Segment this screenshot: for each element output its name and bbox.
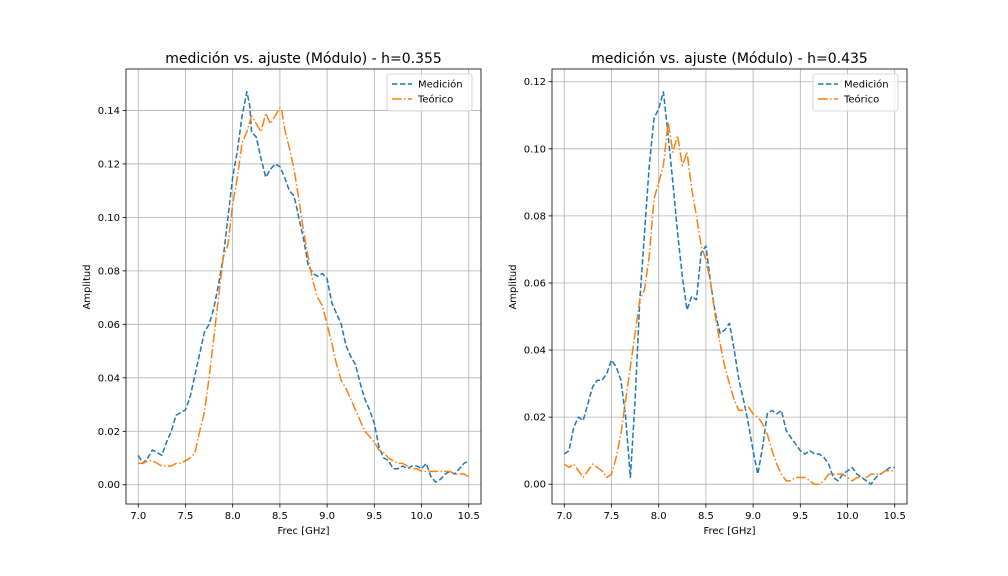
right-chart-x-tick-label: 9.5	[792, 511, 808, 522]
left-chart-x-tick-label: 9.5	[366, 511, 382, 522]
left-chart-series-medicion-line	[137, 90, 470, 483]
right-chart-legend-label-teorico: Teórico	[843, 94, 879, 106]
left-chart-y-tick-label: 0.06	[98, 320, 120, 331]
left-chart-x-axis-label: Frec [GHz]	[277, 526, 329, 537]
left-chart-x-tick-label: 9.0	[319, 511, 335, 522]
right-chart-y-tick-label: 0.02	[524, 413, 546, 424]
left-chart-x-tick-label: 10.0	[410, 511, 432, 522]
right-chart-title: medición vs. ajuste (Módulo) - h=0.435	[591, 51, 868, 67]
right-chart-y-tick-label: 0.08	[524, 211, 546, 222]
right-chart-x-tick-label: 7.5	[604, 511, 620, 522]
left-chart-y-tick-label: 0.14	[98, 106, 120, 117]
left-chart-x-tick-label: 7.5	[178, 511, 194, 522]
left-chart-y-tick-label: 0.04	[98, 373, 120, 384]
left-chart-axes-frame	[125, 68, 482, 505]
left-chart-ticks: 7.0 7.5 8.0 8.5 9.0 9.5 10.0 10.5 0.00 0.02 0.04 0.…	[98, 106, 480, 522]
left-chart-x-tick-label: 8.5	[272, 511, 288, 522]
right-chart-x-tick-label: 10.5	[884, 511, 906, 522]
left-chart-legend: Medición Teórico	[386, 73, 473, 112]
right-chart-y-tick-label: 0.12	[524, 77, 546, 88]
right-chart-legend: Medición Teórico	[812, 73, 899, 112]
right-chart-grid	[552, 69, 907, 504]
left-chart-y-tick-label: 0.08	[98, 266, 120, 277]
right-chart-panel: medición vs. ajuste (Módulo) - h=0.435 7…	[508, 51, 908, 537]
left-chart-y-tick-label: 0.00	[98, 480, 120, 491]
left-chart-grid	[126, 69, 481, 504]
right-chart-x-tick-label: 8.0	[651, 511, 667, 522]
right-chart-series-teorico-line	[563, 121, 895, 485]
right-chart-y-tick-label: 0.10	[524, 144, 546, 155]
right-chart-x-tick-label: 10.0	[836, 511, 858, 522]
left-chart-legend-label-medicion: Medición	[418, 79, 463, 91]
left-chart-y-tick-label: 0.10	[98, 213, 120, 224]
left-chart-x-tick-label: 10.5	[458, 511, 480, 522]
right-chart-x-tick-label: 7.0	[556, 511, 572, 522]
right-chart-series-medicion-line	[563, 91, 895, 485]
left-chart-series	[137, 90, 470, 483]
left-chart-x-tick-label: 7.0	[130, 511, 146, 522]
left-chart-x-tick-label: 8.0	[225, 511, 241, 522]
right-chart-x-tick-label: 8.5	[698, 511, 714, 522]
right-chart-series	[563, 91, 895, 485]
left-chart-title: medición vs. ajuste (Módulo) - h=0.355	[165, 51, 442, 67]
left-chart-y-tick-label: 0.02	[98, 427, 120, 438]
right-chart-y-tick-label: 0.00	[524, 480, 546, 491]
left-chart-y-tick-label: 0.12	[98, 159, 120, 170]
right-chart-ticks: 7.0 7.5 8.0 8.5 9.0 9.5 10.0 10.5 0.00 0.02 0.04 0.…	[524, 77, 906, 522]
right-chart-axes-frame	[551, 68, 908, 505]
right-chart-x-tick-label: 9.0	[745, 511, 761, 522]
right-chart-x-axis-label: Frec [GHz]	[703, 526, 755, 537]
right-chart-legend-label-medicion: Medición	[844, 79, 889, 91]
left-chart-legend-label-teorico: Teórico	[417, 94, 453, 106]
right-chart-y-tick-label: 0.06	[524, 278, 546, 289]
left-chart-panel: medición vs. ajuste (Módulo) - h=0.355 7…	[82, 51, 482, 537]
left-chart-y-axis-label: Amplitud	[82, 264, 93, 309]
right-chart-y-axis-label: Amplitud	[508, 264, 519, 309]
right-chart-y-tick-label: 0.04	[524, 346, 546, 357]
